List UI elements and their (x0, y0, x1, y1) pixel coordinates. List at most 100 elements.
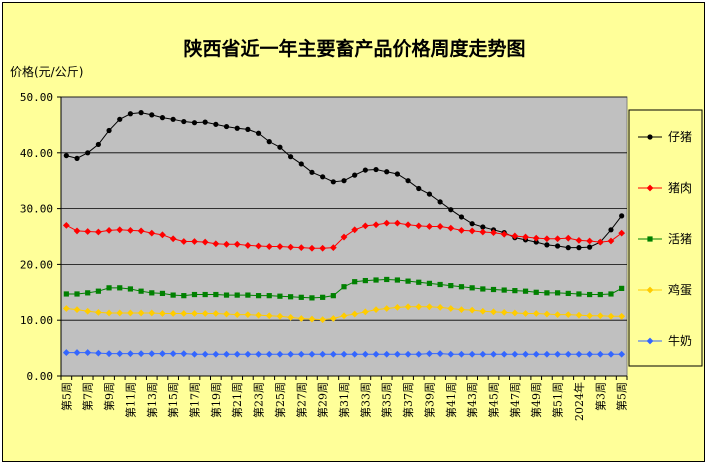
data-point (105, 226, 113, 234)
data-point (458, 306, 465, 313)
data-point (223, 123, 230, 130)
data-point (565, 245, 571, 251)
data-point (234, 125, 240, 131)
data-point (575, 311, 583, 319)
y-tick-label: 40.00 (20, 147, 53, 160)
data-point (351, 310, 359, 318)
data-point (490, 350, 497, 358)
data-point (384, 276, 390, 283)
data-point (191, 238, 198, 245)
data-point (533, 289, 539, 295)
data-point (233, 350, 241, 358)
data-point (480, 224, 486, 230)
data-point (276, 312, 284, 320)
x-tick-label: 第13周 (145, 382, 159, 418)
data-point (587, 291, 593, 298)
data-point (309, 169, 315, 175)
data-point (426, 303, 433, 311)
data-point (458, 284, 465, 290)
data-point (233, 311, 241, 319)
x-tick-label: 第27周 (294, 382, 308, 418)
x-tick-label: 第49周 (529, 382, 543, 418)
data-point (223, 350, 230, 358)
data-point (149, 290, 155, 296)
x-tick-label: 第7周 (81, 382, 95, 411)
data-point (596, 350, 604, 358)
data-point (533, 239, 539, 245)
data-point (212, 350, 220, 358)
data-point (340, 312, 348, 320)
x-tick-label: 第9周 (102, 382, 116, 411)
data-point (159, 350, 166, 358)
y-tick-label: 0.00 (27, 370, 54, 383)
data-point (73, 349, 81, 356)
data-point (212, 240, 220, 248)
x-tick-label: 第15周 (166, 382, 180, 418)
data-point (361, 308, 369, 316)
data-point (512, 288, 518, 294)
x-tick-label: 第3周 (593, 382, 607, 411)
data-point (319, 316, 327, 324)
data-point (619, 213, 625, 219)
x-tick-label: 第41周 (444, 382, 458, 418)
data-point (447, 350, 455, 358)
data-point (191, 310, 198, 317)
y-tick-label: 20.00 (20, 258, 53, 271)
data-point (500, 308, 508, 316)
data-point (448, 283, 454, 289)
data-point (618, 350, 626, 358)
data-point (576, 245, 582, 251)
data-point (543, 350, 551, 358)
data-point (159, 290, 166, 297)
data-point (436, 350, 444, 358)
data-point (74, 155, 80, 161)
x-tick-label: 第23周 (252, 382, 266, 418)
data-point (532, 234, 540, 242)
data-point (84, 228, 92, 235)
data-point (362, 277, 368, 284)
data-point (213, 291, 219, 298)
x-tick-label: 第43周 (465, 382, 479, 418)
data-point (106, 127, 112, 134)
data-point (437, 199, 443, 205)
x-tick-label: 第33周 (358, 382, 372, 418)
data-point (94, 308, 102, 316)
data-point (95, 141, 101, 148)
data-point (319, 244, 327, 252)
data-point (468, 350, 476, 358)
data-point (394, 277, 400, 283)
data-point (393, 219, 401, 227)
data-point (213, 121, 219, 127)
data-point (416, 185, 422, 192)
data-point (127, 350, 134, 358)
data-point (84, 349, 92, 356)
data-point (202, 119, 208, 125)
data-point (500, 230, 508, 238)
data-point (63, 152, 69, 159)
data-point (105, 350, 113, 358)
data-point (618, 312, 626, 320)
data-point (384, 169, 390, 175)
data-point (117, 116, 123, 122)
data-point (127, 286, 134, 292)
data-point (479, 307, 487, 315)
data-point (383, 219, 391, 227)
legend-marker (647, 236, 653, 242)
data-point (180, 310, 188, 317)
data-point (62, 221, 70, 229)
data-point (191, 120, 198, 126)
data-point (137, 350, 145, 358)
data-point (618, 229, 626, 237)
data-point (181, 293, 187, 299)
data-point (500, 350, 508, 358)
data-point (361, 350, 369, 358)
data-point (244, 242, 252, 249)
data-point (447, 305, 455, 312)
legend-label: 仔猪 (668, 130, 692, 144)
data-point (341, 178, 347, 184)
data-point (511, 309, 519, 317)
data-point (201, 350, 209, 358)
data-point (63, 291, 69, 297)
data-point (415, 350, 423, 358)
data-point (298, 161, 304, 167)
